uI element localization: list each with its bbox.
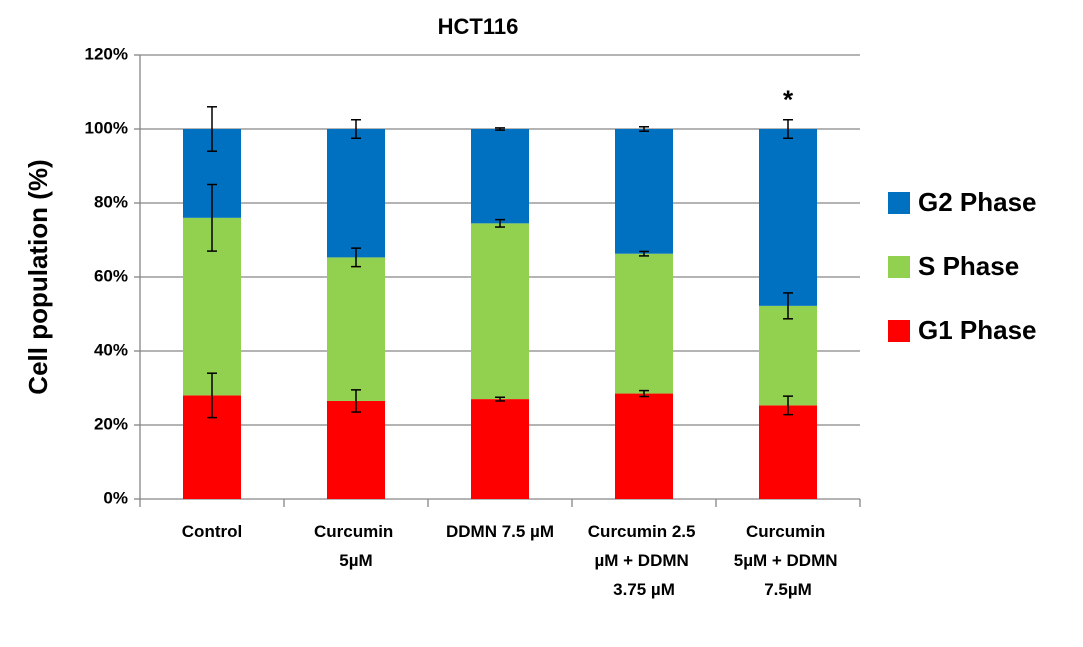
chart-title: HCT116 bbox=[438, 14, 519, 39]
error-bar bbox=[783, 119, 793, 139]
legend-swatch bbox=[888, 320, 910, 342]
bar-segment bbox=[615, 129, 673, 254]
y-tick-label: 20% bbox=[94, 414, 128, 433]
bar-segment bbox=[759, 305, 817, 406]
bar-segment bbox=[471, 129, 529, 224]
legend-label: S Phase bbox=[918, 251, 1019, 281]
legend-swatch bbox=[888, 256, 910, 278]
error-bar bbox=[207, 106, 217, 152]
bar-segment bbox=[327, 257, 385, 401]
error-bar bbox=[207, 183, 217, 252]
error-bar bbox=[351, 119, 361, 139]
bar-segment bbox=[471, 399, 529, 499]
error-bar bbox=[639, 389, 649, 398]
error-bar bbox=[495, 396, 505, 402]
bar-segment bbox=[471, 223, 529, 400]
x-tick-label: DDMN 7.5 µM bbox=[446, 522, 554, 541]
bar-segment bbox=[759, 129, 817, 306]
error-bar bbox=[639, 250, 649, 257]
y-tick-label: 120% bbox=[85, 44, 128, 63]
error-bar bbox=[639, 126, 649, 132]
y-axis-label: Cell population (%) bbox=[23, 159, 53, 394]
x-tick-label: Curcumin 5µM + DDMN 7.5µM bbox=[734, 522, 843, 599]
legend-label: G1 Phase bbox=[918, 315, 1037, 345]
legend-label: G2 Phase bbox=[918, 187, 1037, 217]
error-bar bbox=[351, 389, 361, 413]
error-bar bbox=[495, 127, 505, 131]
legend-swatch bbox=[888, 192, 910, 214]
bar-segment bbox=[759, 405, 817, 499]
x-tick-label: Curcumin 2.5 µM + DDMN 3.75 µM bbox=[588, 522, 700, 599]
x-tick-label: Curcumin 5µM bbox=[314, 522, 398, 570]
bar-segment bbox=[615, 393, 673, 499]
error-bar bbox=[207, 372, 217, 419]
error-bar bbox=[783, 395, 793, 416]
annotation: * bbox=[783, 85, 794, 115]
y-tick-label: 80% bbox=[94, 192, 128, 211]
y-tick-label: 60% bbox=[94, 266, 128, 285]
error-bar bbox=[495, 218, 505, 228]
bar-segment bbox=[327, 129, 385, 258]
bar-segment bbox=[615, 253, 673, 394]
y-tick-label: 100% bbox=[85, 118, 128, 137]
y-tick-label: 0% bbox=[103, 488, 128, 507]
y-tick-label: 40% bbox=[94, 340, 128, 359]
error-bar bbox=[783, 292, 793, 320]
error-bar bbox=[351, 247, 361, 268]
x-tick-label: Control bbox=[182, 522, 242, 541]
bar-segment bbox=[327, 400, 385, 499]
